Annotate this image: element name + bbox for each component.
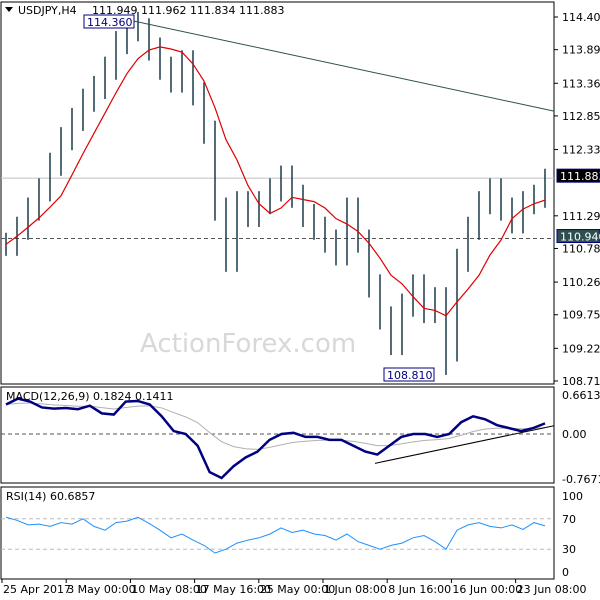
time-tick-label: 23 Jun 08:00: [517, 583, 587, 596]
price-panel: [0, 1, 555, 385]
current-price-label-box: [556, 168, 600, 183]
low-label: 108.810: [387, 369, 433, 382]
high-label: 114.360: [87, 16, 133, 29]
rsi-line: [5, 516, 546, 554]
time-tick-label: 3 May 00:00: [67, 583, 135, 596]
price-tick-label: 109.750: [562, 309, 600, 322]
high-label-box: [83, 14, 135, 29]
moving-average-line: [5, 46, 546, 317]
low-label-box: [383, 367, 435, 382]
level-label-box: [556, 229, 600, 244]
time-tick-label: 8 Jun 16:00: [388, 583, 451, 596]
price-tick-label: 108.715: [562, 375, 600, 388]
price-tick-label: 113.890: [562, 44, 600, 57]
rsi-tick-label: 0: [562, 566, 569, 579]
ohlc-label: 111.949 111.962 111.834 111.883: [92, 4, 284, 17]
macd-line: [5, 397, 546, 480]
price-tick-label: 111.295: [562, 210, 600, 223]
current-price-label: 111.883: [560, 170, 600, 183]
macd-tick-label: 0.00: [562, 428, 587, 441]
price-tick-label: 114.400: [562, 11, 600, 24]
price-tick-label: 110.260: [562, 276, 600, 289]
time-tick-label: 25 May 00:00: [260, 583, 335, 596]
price-tick-label: 110.785: [562, 242, 600, 255]
rsi-panel: [0, 486, 555, 580]
resistance-trendline: [126, 19, 555, 112]
symbol-label: USDJPY,H4: [18, 4, 77, 17]
rsi-tick-label: 100: [562, 490, 583, 503]
price-tick-label: 112.855: [562, 110, 600, 123]
time-tick-label: 1 Jun 08:00: [324, 583, 387, 596]
time-tick-label: 17 May 16:00: [196, 583, 271, 596]
macd-trendline: [374, 425, 555, 464]
time-tick-label: 10 May 08:00: [131, 583, 206, 596]
collapse-arrow-icon[interactable]: [5, 7, 13, 12]
macd-panel: [0, 386, 555, 484]
level-label: 110.940: [560, 231, 600, 244]
macd-title: MACD(12,26,9) 0.1824 0.1411: [6, 390, 174, 403]
price-tick-label: 109.225: [562, 342, 600, 355]
macd-signal-line: [5, 402, 546, 450]
time-tick-label: 16 Jun 00:00: [452, 583, 522, 596]
price-tick-label: 112.330: [562, 144, 600, 157]
time-tick-label: 25 Apr 2017: [3, 583, 71, 596]
price-tick-label: 113.365: [562, 77, 600, 90]
rsi-tick-label: 30: [562, 543, 576, 556]
rsi-tick-label: 70: [562, 513, 576, 526]
watermark: ActionForex.com: [140, 329, 356, 359]
rsi-title: RSI(14) 60.6857: [6, 490, 95, 503]
macd-tick-label: 0.6613: [562, 389, 600, 402]
